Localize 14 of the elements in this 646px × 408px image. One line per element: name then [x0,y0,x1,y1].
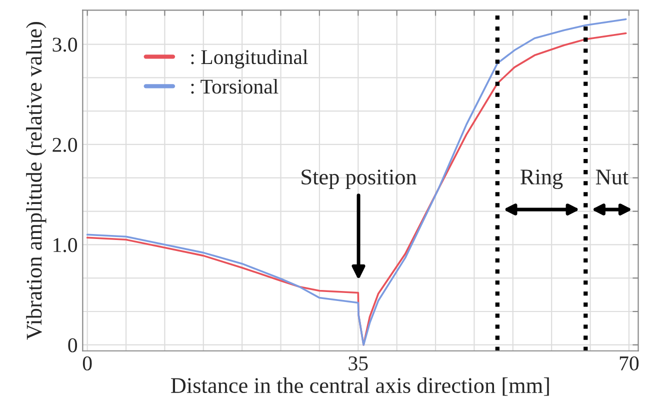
y-tick-label: 3.0 [52,38,78,52]
y-tick-label: 2.0 [52,138,78,152]
annotation: Ring [520,170,563,190]
y-axis-title: Vibration amplitude (relative value) [26,22,46,340]
x-tick-label: 0 [82,356,92,370]
y-tick-label: 1.0 [54,238,78,252]
annotation: Nut [596,170,628,185]
x-tick-label: 70 [620,356,639,370]
x-axis-title: Distance in the central axis direction [mm] [171,377,549,396]
legend-label: : Torsional [191,79,278,94]
x-tick-label: 35 [348,356,368,370]
legend-label: : Longitudinal [191,50,308,68]
annotation: Step position [302,170,417,190]
y-tick-label: 0 [68,338,78,352]
